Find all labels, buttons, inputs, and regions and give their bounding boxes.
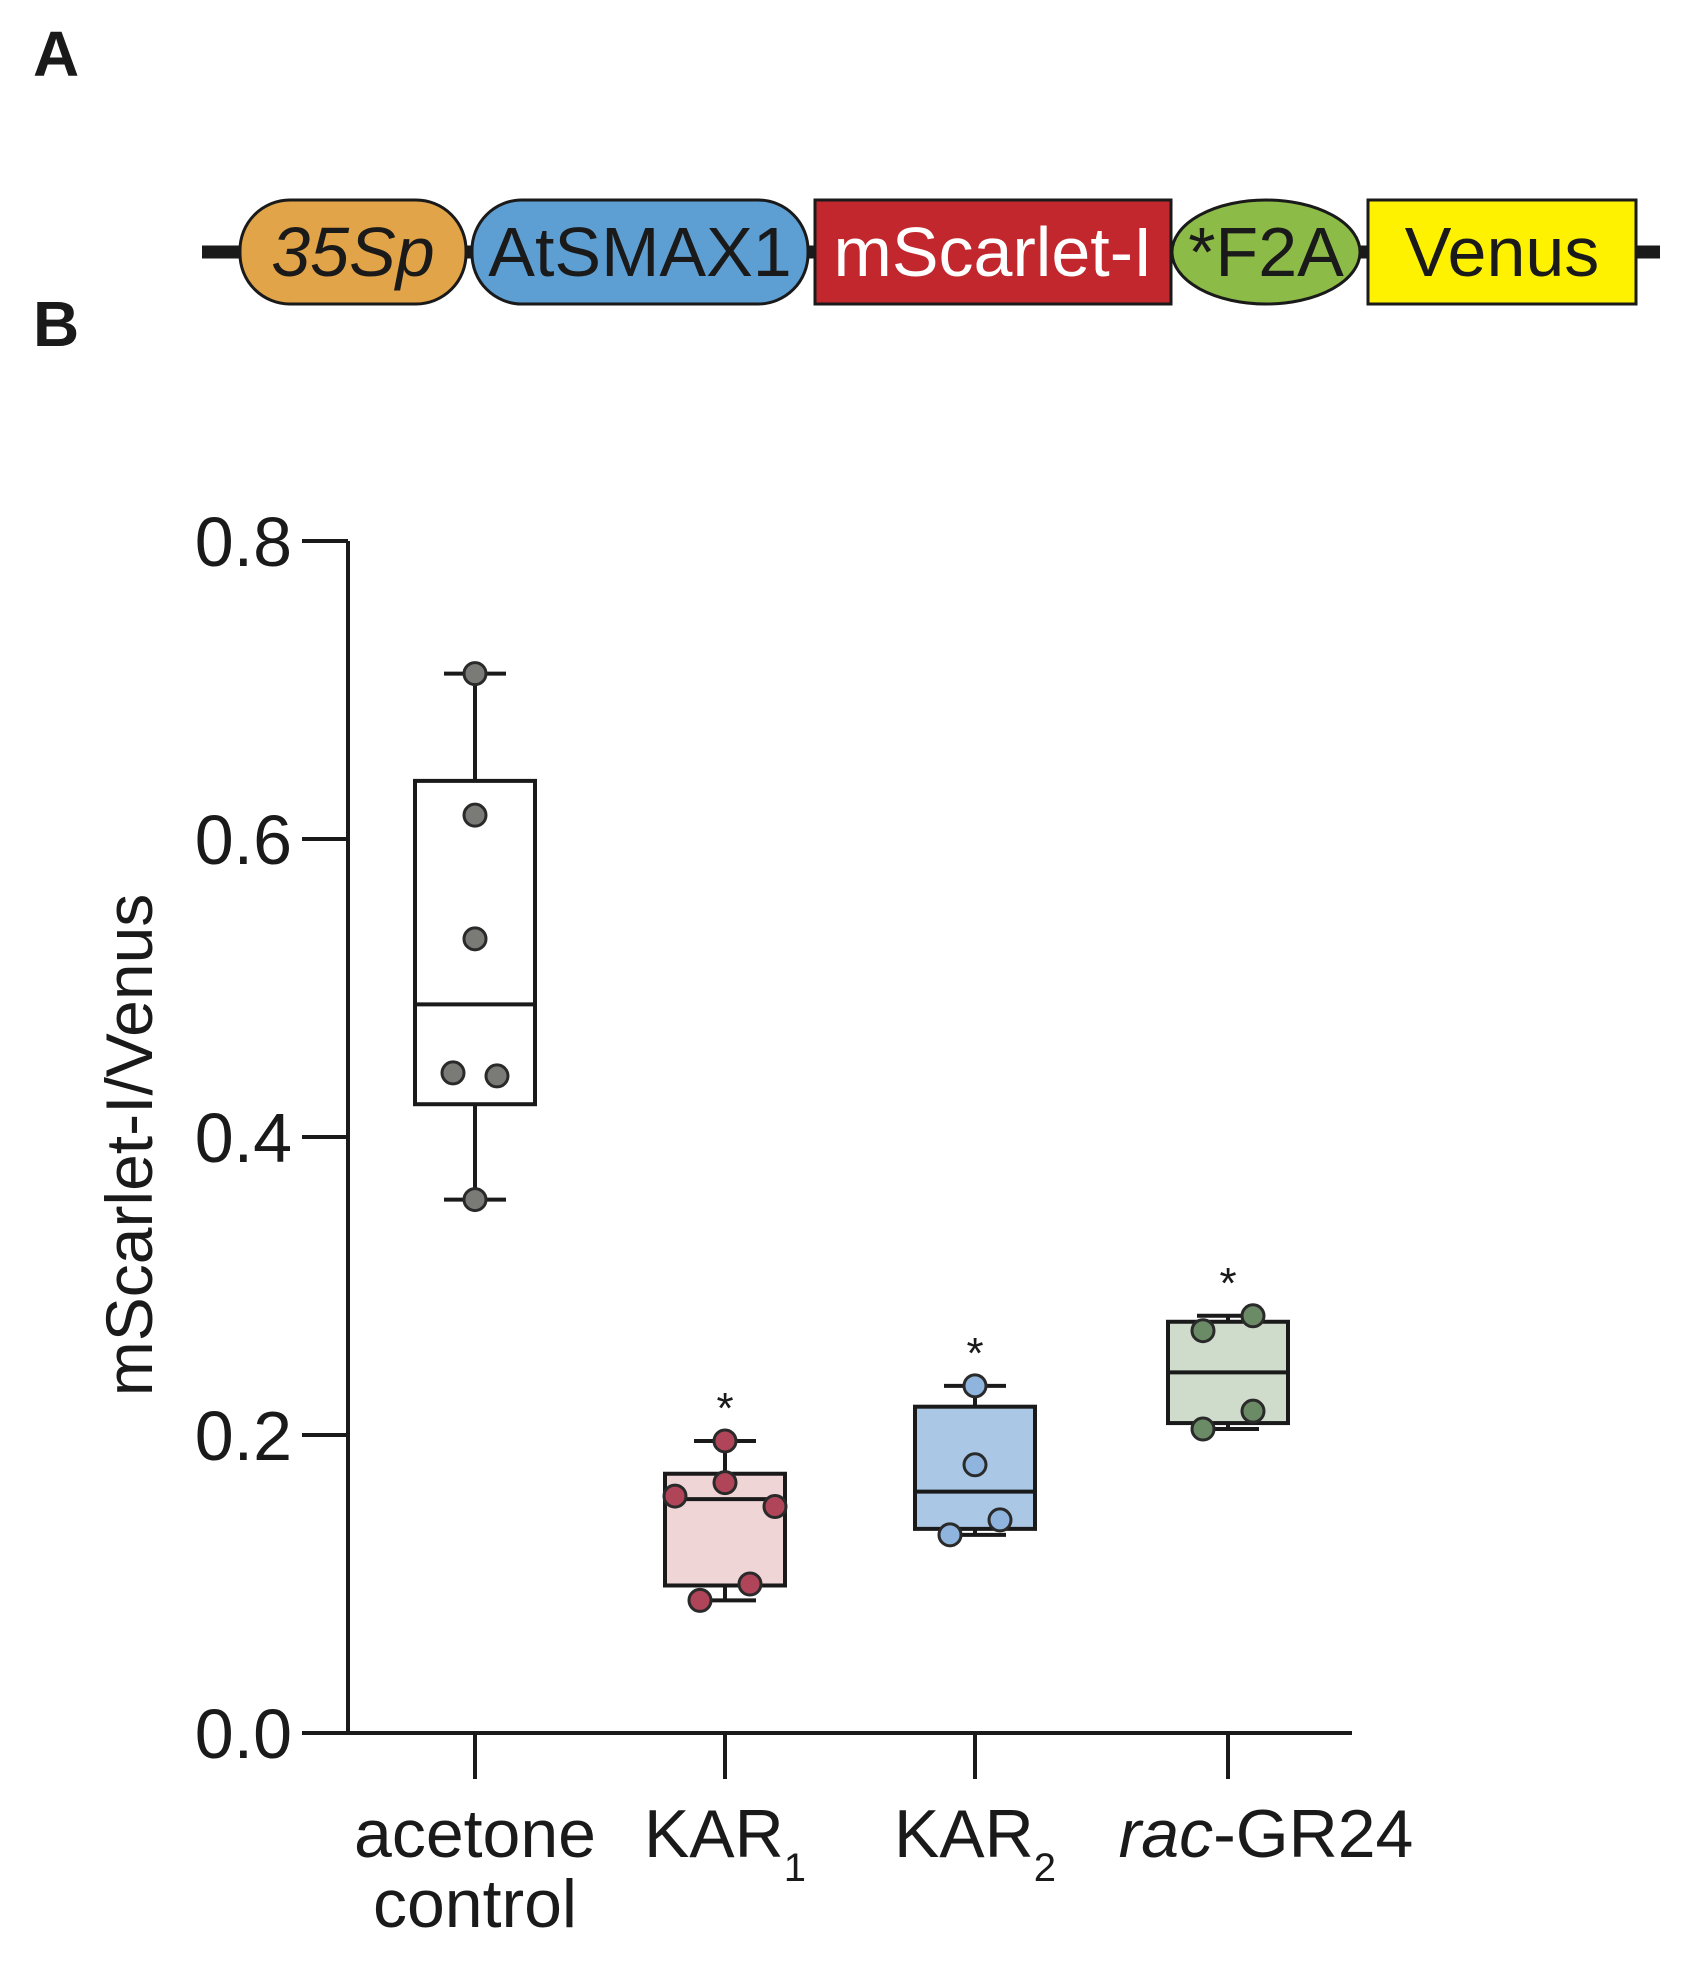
data-point <box>484 1063 510 1089</box>
box-group-kar1: * KAR1 <box>644 1384 806 1890</box>
significance-marker: * <box>966 1329 983 1378</box>
construct-element-venus <box>1366 198 1638 306</box>
construct-label-f2a: *F2A <box>1188 213 1344 291</box>
data-point <box>440 1060 466 1086</box>
data-point <box>1240 1398 1266 1424</box>
x-tick-label: KAR2 <box>894 1796 1056 1890</box>
y-tick-label: 0.8 <box>195 503 292 581</box>
data-point <box>1190 1416 1216 1442</box>
data-point <box>737 1571 763 1597</box>
box-group-kar2: * KAR2 <box>894 1329 1056 1890</box>
construct-diagram: 35Sp AtSMAX1 mScarlet-I *F2A Venus <box>202 198 1660 306</box>
significance-marker: * <box>716 1384 733 1433</box>
x-tick-label: rac-GR24 <box>1119 1796 1414 1872</box>
data-point <box>462 1187 488 1213</box>
data-point <box>962 1452 988 1478</box>
data-point <box>962 1373 988 1399</box>
box-plot: 0.0 0.2 0.4 0.6 0.8 mScarlet-I/Venus acetoneco… <box>92 503 1413 1942</box>
y-axis-label: mScarlet-I/Venus <box>92 894 166 1397</box>
data-point <box>1240 1303 1266 1329</box>
panel-a-label: A <box>33 18 80 90</box>
construct-element-f2a <box>1170 198 1362 306</box>
significance-marker: * <box>1219 1259 1236 1308</box>
y-tick-label: 0.4 <box>195 1099 292 1177</box>
construct-label-35sp: 35Sp <box>271 213 434 291</box>
x-tick-label: acetone <box>354 1796 596 1872</box>
data-point <box>987 1507 1013 1533</box>
panel-b-label: B <box>33 288 80 360</box>
construct-element-atsmax1 <box>470 198 810 306</box>
construct-label-mscarlet-i: mScarlet-I <box>834 213 1153 291</box>
box-group-rac-gr24: * rac-GR24 <box>1119 1259 1414 1872</box>
y-tick-label: 0.2 <box>195 1397 292 1475</box>
data-point <box>1190 1318 1216 1344</box>
data-point <box>712 1470 738 1496</box>
construct-label-venus: Venus <box>1405 213 1600 291</box>
construct-element-35sp <box>238 198 468 306</box>
data-point <box>462 802 488 828</box>
y-tick-label: 0.0 <box>195 1695 292 1773</box>
x-tick-label: KAR1 <box>644 1796 806 1890</box>
data-point <box>762 1494 788 1520</box>
data-point <box>687 1587 713 1613</box>
data-point <box>937 1522 963 1548</box>
data-point <box>662 1483 688 1509</box>
x-tick-label: control <box>373 1866 577 1942</box>
y-tick-label: 0.6 <box>195 801 292 879</box>
data-point <box>462 926 488 952</box>
data-point <box>462 661 488 687</box>
data-point <box>712 1428 738 1454</box>
construct-label-atsmax1: AtSMAX1 <box>488 213 791 291</box>
